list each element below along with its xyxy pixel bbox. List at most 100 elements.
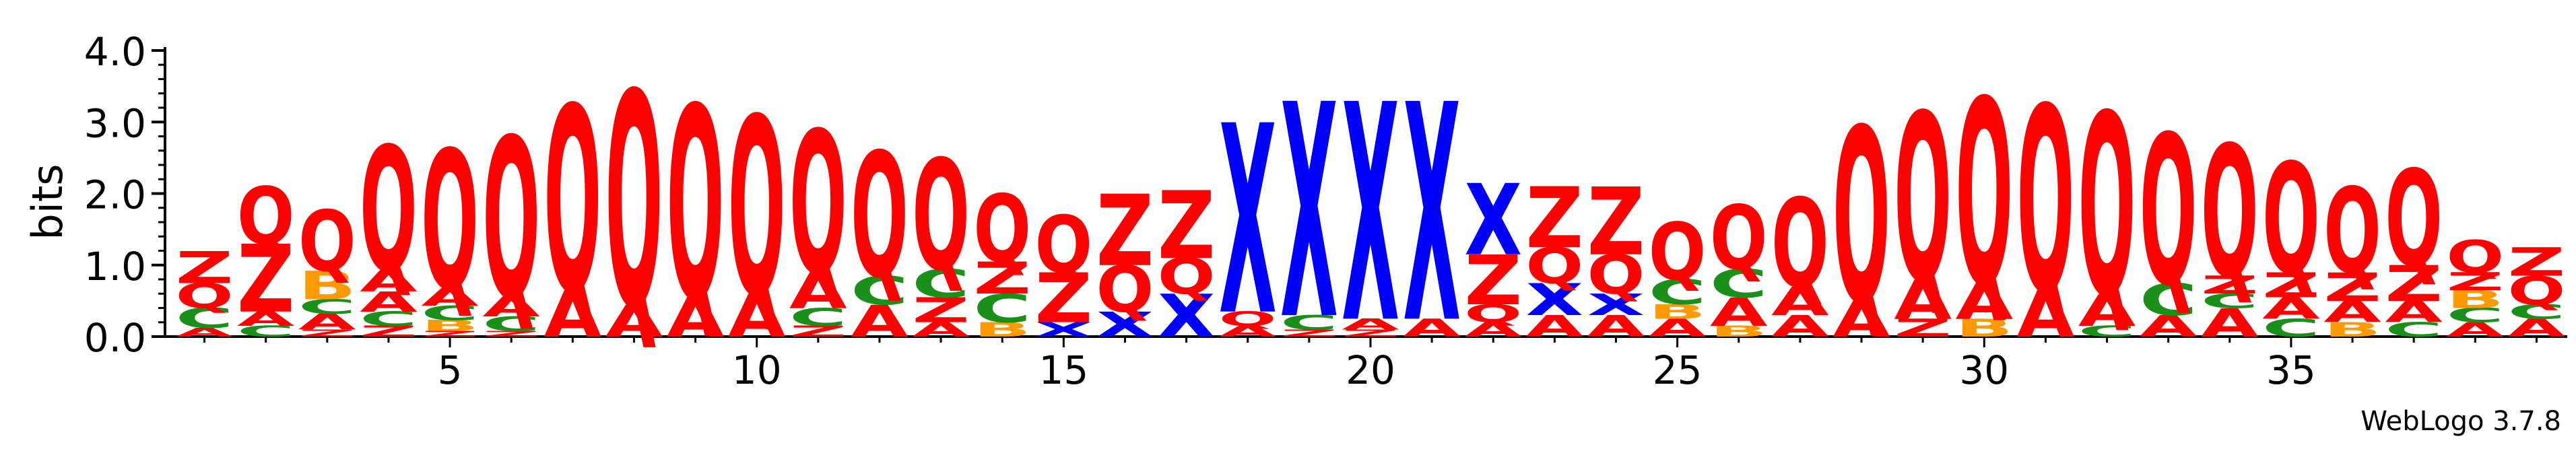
logo-column-19: ZCX [1280,43,1338,385]
weblogo-credit: WebLogo 3.7.8 [2360,406,2561,437]
logo-column-32: CAQ [2078,63,2136,353]
glyph-C: C [298,296,356,318]
x-tick-label: 5 [438,347,463,393]
glyph-A: A [2201,300,2259,346]
glyph-A: A [298,310,356,335]
glyph-X: X [1526,274,1584,326]
y-tick-label: 1.0 [84,244,146,289]
glyph-Q: Q [1894,67,1952,334]
y-tick-label: 2.0 [84,172,146,218]
glyph-Q: Q [1526,237,1584,294]
glyph-C: C [2078,323,2136,340]
glyph-C: C [789,304,847,332]
glyph-A: A [1771,310,1829,344]
logo-column-31: AQ [2017,55,2075,352]
glyph-A: A [2140,310,2198,344]
glyph-A: A [728,282,786,351]
glyph-Q: Q [605,32,663,374]
glyph-A: A [1219,323,1277,340]
x-tick-label: 25 [1653,347,1703,393]
glyph-C: C [2201,290,2259,313]
glyph-B: B [1955,314,2013,343]
glyph-C: C [2140,275,2198,326]
glyph-A: A [789,263,847,320]
glyph-A: A [851,296,909,347]
glyph-A: A [1955,274,2013,331]
glyph-X: X [1403,42,1461,390]
glyph-Q: Q [2323,164,2381,300]
glyph-A: A [2078,285,2136,337]
x-axis: 5 10 15 20 25 30 35 [165,335,2567,393]
glyph-B: B [973,318,1031,341]
glyph-C: C [1710,261,1768,306]
glyph-Z: Z [1464,242,1522,321]
glyph-Q: Q [2201,107,2259,318]
glyph-Q: Q [728,66,786,351]
logo-column-15: XZQ [1035,199,1093,341]
glyph-A: A [176,326,234,340]
glyph-A: A [1526,310,1584,344]
glyph-Q: Q [176,276,234,316]
logo-column-20: ZAX [1342,42,1399,390]
glyph-X: X [1280,43,1338,385]
logo-column-28: AQ [1832,78,1890,357]
glyph-B: B [1710,323,1768,340]
glyph-B: B [2323,318,2381,341]
glyph-Q: Q [482,93,540,349]
glyph-A: A [912,318,970,341]
logo-column-29: ZAQ [1894,67,1952,343]
x-tick-label: 15 [1038,347,1088,393]
glyph-Z: Z [2201,271,2259,300]
x-tick-label: 30 [1959,347,2009,393]
glyph-Q: Q [1832,78,1890,357]
glyph-Q: Q [1649,207,1707,298]
glyph-Z: Z [789,323,847,340]
glyph-Q: Q [360,110,418,310]
glyph-A: A [1403,314,1461,343]
glyph-B: B [2446,285,2504,314]
glyph-C: C [1280,312,1338,335]
y-axis-label: bits [23,164,72,240]
logo-column-8: AQ [605,32,663,374]
glyph-B: B [298,263,356,309]
glyph-A: A [1832,291,1890,349]
glyph-Q: Q [298,193,356,291]
logo-column-7: AQ [544,55,602,352]
glyph-A: A [1342,316,1399,333]
glyph-Q: Q [1096,253,1154,327]
glyph-A: A [605,296,663,347]
glyph-Z: Z [1587,169,1645,277]
glyph-Q: Q [2017,55,2075,351]
glyph-A: A [2446,318,2504,341]
glyph-Z: Z [912,291,970,331]
glyph-X: X [1096,305,1154,345]
glyph-C: C [482,313,540,336]
glyph-Z: Z [2508,240,2566,285]
glyph-A: A [360,265,418,299]
y-tick-label: 4.0 [84,29,146,75]
glyph-Q: Q [667,52,725,360]
glyph-A: A [2508,314,2566,343]
glyph-A: A [237,308,295,331]
glyph-C: C [851,268,909,314]
glyph-Z: Z [237,226,295,334]
glyph-Q: Q [1710,187,1768,289]
glyph-X: X [1035,318,1093,341]
glyph-C: C [237,323,295,340]
